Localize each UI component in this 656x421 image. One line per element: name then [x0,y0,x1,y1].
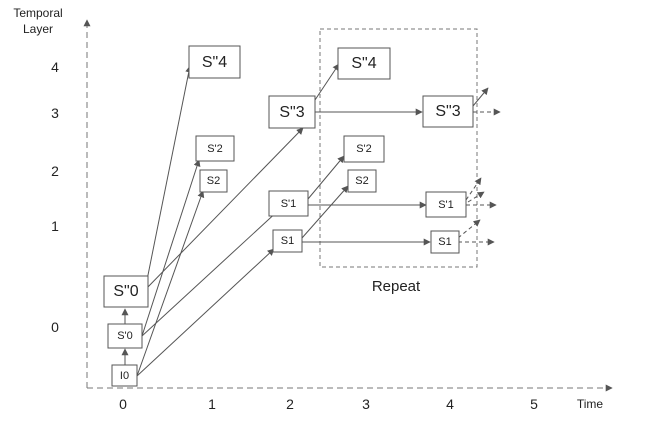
node-s1-b: S1 [430,230,460,254]
y-axis-title-line1: Temporal [13,6,62,20]
arrow-s-dprime-0-to-s-dprime-3 [144,127,304,291]
repeat-box [319,28,478,268]
y-tick-4: 4 [51,59,59,75]
x-tick-3: 3 [362,396,370,412]
svg-text:S1: S1 [438,236,451,248]
arrow-s-prime-1-to-s-prime-2-b [307,155,345,200]
arrow-s-prime-0-to-s-prime-1 [141,208,281,337]
arrow-s1-b-up [457,219,481,239]
connector-arrows [121,63,489,377]
svg-text:S'1: S'1 [281,198,297,210]
arrow-s-dprime-3-b-up [472,87,489,107]
node-i0: I0 [111,364,138,387]
y-tick-3: 3 [51,105,59,121]
svg-text:S2: S2 [355,175,368,187]
y-axis-title-line2: Layer [23,22,53,36]
svg-text:S2: S2 [207,175,220,187]
arrow-s-prime-1-b-up2 [467,191,485,203]
continuation-arrows [457,108,501,246]
arrow-i0-to-s1 [136,248,275,377]
svg-text:S"4: S"4 [351,55,376,72]
node-s-prime-1-b: S'1 [425,191,467,218]
svg-text:S'2: S'2 [356,143,372,155]
node-s-dprime-4-b: S"4 [337,47,391,80]
node-s-prime-1-a: S'1 [268,190,309,217]
x-axis-title: Time [577,397,604,411]
svg-text:S'0: S'0 [117,330,133,342]
y-tick-1: 1 [51,218,59,234]
svg-text:S'2: S'2 [207,143,223,155]
node-s-prime-2-b: S'2 [343,135,385,163]
x-tick-4: 4 [446,396,454,412]
arrow-s-dprime-0-to-s-dprime-4 [144,65,193,291]
node-s-dprime-0: S"0 [103,275,149,308]
svg-text:S"3: S"3 [435,103,460,120]
node-s2-b: S2 [347,169,377,193]
repeat-label: Repeat [372,278,421,295]
node-s-dprime-4-a: S"4 [188,45,241,79]
x-tick-2: 2 [286,396,294,412]
svg-text:S"0: S"0 [113,283,138,300]
arrow-s-dprime-3-to-s-dprime-4-b [310,63,340,107]
x-tick-1: 1 [208,396,216,412]
x-tick-5: 5 [530,396,538,412]
arrow-i0-to-s2 [136,190,205,377]
node-s-prime-2-a: S'2 [195,135,235,162]
arrow-s1-to-s2-b [301,185,349,239]
arrow-s-prime-1-b-up [465,177,482,201]
svg-text:S1: S1 [281,235,294,247]
arrow-s-prime-0-to-s-prime-2 [141,159,201,337]
svg-text:I0: I0 [120,370,129,382]
y-tick-2: 2 [51,163,59,179]
y-tick-0: 0 [51,319,59,335]
node-s1-a: S1 [272,229,303,253]
node-s-prime-0: S'0 [107,323,143,349]
svg-text:S'1: S'1 [438,199,454,211]
node-s-dprime-3-b: S"3 [422,95,474,128]
node-s-dprime-3-a: S"3 [268,95,316,129]
svg-text:S"3: S"3 [279,104,304,121]
svg-text:S"4: S"4 [202,54,227,71]
node-s2-a: S2 [199,169,228,193]
x-tick-0: 0 [119,396,127,412]
